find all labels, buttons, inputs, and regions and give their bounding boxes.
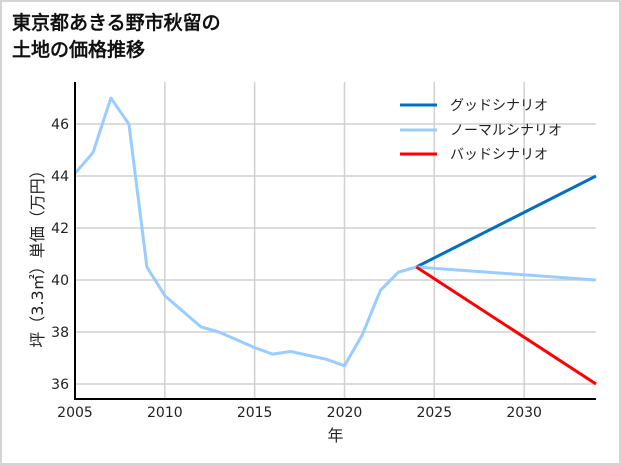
chart-title: 東京都あきる野市秋留の 土地の価格推移 xyxy=(12,12,221,61)
y-tick-label: 38 xyxy=(51,325,69,341)
y-tick-label: 36 xyxy=(51,377,69,393)
x-tick-label: 2020 xyxy=(327,405,363,421)
x-tick-label: 2030 xyxy=(506,405,542,421)
x-tick-label: 2015 xyxy=(237,405,273,421)
legend-label: ノーマルシナリオ xyxy=(450,123,562,139)
gridlines xyxy=(75,82,596,399)
series-line-1 xyxy=(73,96,597,368)
legend-label: バッドシナリオ xyxy=(450,147,548,163)
x-tick-label: 2005 xyxy=(57,405,93,421)
legend-label: グッドシナリオ xyxy=(450,98,548,114)
y-axis-label: 坪（3.3㎡）単価（万円） xyxy=(28,162,47,347)
series-line-2 xyxy=(415,265,597,386)
y-tick-label: 40 xyxy=(51,273,69,289)
y-tick-label: 42 xyxy=(51,221,69,237)
series-line-0 xyxy=(415,174,597,269)
y-tick-label: 46 xyxy=(51,117,69,133)
x-tick-label: 2010 xyxy=(147,405,183,421)
y-tick-label: 44 xyxy=(51,169,69,185)
x-axis-label: 年 xyxy=(327,426,343,445)
x-tick-label: 2025 xyxy=(416,405,452,421)
